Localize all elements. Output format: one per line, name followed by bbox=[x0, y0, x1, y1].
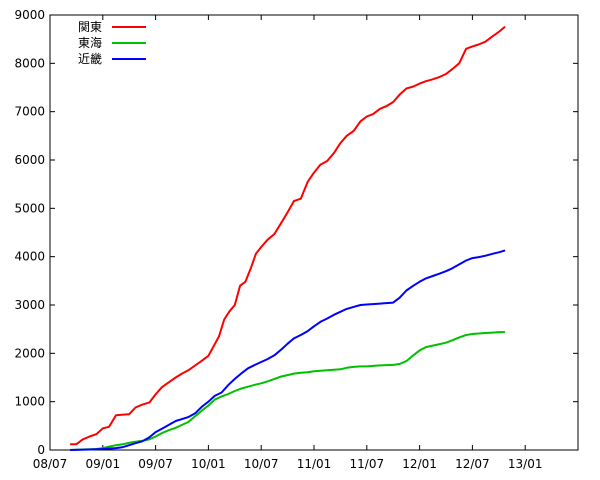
y-axis: 0 1000 2000 3000 4000 5000 6000 7000 8000 9000 bbox=[14, 8, 578, 457]
y-tick-label: 8000 bbox=[14, 56, 45, 70]
series-line bbox=[70, 331, 506, 451]
y-tick-label: 5000 bbox=[14, 201, 45, 215]
x-tick-label: 12/07 bbox=[455, 457, 490, 471]
y-tick-label: 2000 bbox=[14, 346, 45, 360]
x-tick-label: 12/01 bbox=[402, 457, 437, 471]
x-tick-label: 11/01 bbox=[297, 457, 332, 471]
x-tick-label: 09/01 bbox=[86, 457, 121, 471]
x-tick-label: 09/07 bbox=[138, 457, 173, 471]
series-line bbox=[70, 249, 506, 451]
legend-label: 関東 bbox=[78, 20, 102, 34]
plot-frame bbox=[49, 14, 579, 451]
x-tick-label: 08/07 bbox=[33, 457, 68, 471]
y-tick-label: 0 bbox=[37, 443, 45, 457]
x-tick-label: 10/07 bbox=[244, 457, 279, 471]
y-tick-label: 9000 bbox=[14, 8, 45, 22]
y-tick-label: 7000 bbox=[14, 105, 45, 119]
x-tick-label: 13/01 bbox=[508, 457, 543, 471]
y-tick-label: 3000 bbox=[14, 298, 45, 312]
y-tick-label: 4000 bbox=[14, 250, 45, 264]
legend-label: 近畿 bbox=[78, 52, 102, 66]
legend-label: 東海 bbox=[78, 35, 102, 50]
y-tick-label: 6000 bbox=[14, 153, 45, 167]
series-line bbox=[70, 25, 506, 446]
x-axis: 08/07 09/01 09/07 10/01 10/07 11/01 11/07 12/01… bbox=[33, 15, 543, 471]
x-tick-label: 10/01 bbox=[191, 457, 226, 471]
y-tick-label: 1000 bbox=[14, 395, 45, 409]
x-tick-label: 11/07 bbox=[350, 457, 385, 471]
series-lines bbox=[70, 25, 506, 451]
